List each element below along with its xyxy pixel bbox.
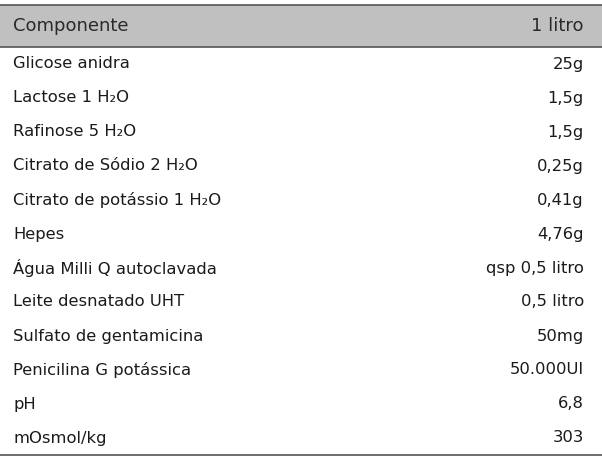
Text: Componente: Componente xyxy=(13,17,129,35)
Text: pH: pH xyxy=(13,396,36,412)
Text: 4,76g: 4,76g xyxy=(538,227,584,242)
Text: 0,41g: 0,41g xyxy=(538,193,584,208)
Text: 25g: 25g xyxy=(553,57,584,71)
Text: Água Milli Q autoclavada: Água Milli Q autoclavada xyxy=(13,259,217,277)
Text: Lactose 1 H₂O: Lactose 1 H₂O xyxy=(13,91,129,106)
Text: 303: 303 xyxy=(553,430,584,446)
Text: 0,5 litro: 0,5 litro xyxy=(521,295,584,310)
Text: 1,5g: 1,5g xyxy=(548,125,584,140)
Text: Sulfato de gentamicina: Sulfato de gentamicina xyxy=(13,329,203,344)
Text: Penicilina G potássica: Penicilina G potássica xyxy=(13,362,191,378)
Text: qsp 0,5 litro: qsp 0,5 litro xyxy=(486,261,584,276)
Text: 1 litro: 1 litro xyxy=(532,17,584,35)
Text: mOsmol/kg: mOsmol/kg xyxy=(13,430,107,446)
Bar xyxy=(0,5,602,47)
Text: 50.000UI: 50.000UI xyxy=(510,362,584,378)
Text: Rafinose 5 H₂O: Rafinose 5 H₂O xyxy=(13,125,137,140)
Text: Hepes: Hepes xyxy=(13,227,64,242)
Text: 50mg: 50mg xyxy=(537,329,584,344)
Text: 1,5g: 1,5g xyxy=(548,91,584,106)
Text: 0,25g: 0,25g xyxy=(537,159,584,174)
Text: Citrato de potássio 1 H₂O: Citrato de potássio 1 H₂O xyxy=(13,192,222,208)
Text: 6,8: 6,8 xyxy=(558,396,584,412)
Text: Citrato de Sódio 2 H₂O: Citrato de Sódio 2 H₂O xyxy=(13,159,198,174)
Text: Glicose anidra: Glicose anidra xyxy=(13,57,130,71)
Text: Leite desnatado UHT: Leite desnatado UHT xyxy=(13,295,184,310)
